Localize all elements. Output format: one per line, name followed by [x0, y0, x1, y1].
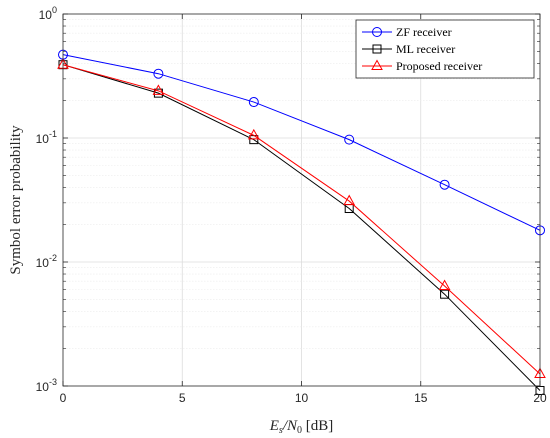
x-tick-label: 5 — [179, 391, 186, 405]
grid — [63, 14, 540, 386]
x-tick-label: 20 — [533, 391, 547, 405]
x-tick-label: 15 — [414, 391, 428, 405]
y-tick-label: 100 — [39, 5, 57, 22]
legend-label: ZF receiver — [396, 25, 452, 39]
y-axis-title: Symbol error probability — [8, 125, 24, 275]
circle-marker — [248, 97, 259, 108]
triangle-marker — [247, 128, 260, 140]
square-marker — [440, 289, 450, 299]
series-2 — [57, 58, 546, 378]
circle-marker — [344, 134, 355, 145]
tick-labels: 0 5 10 15 20 100 10-1 10-2 10-3 — [36, 5, 547, 405]
ticks — [62, 13, 541, 387]
legend-label: Proposed receiver — [396, 59, 482, 73]
circle-marker — [153, 68, 164, 79]
series-line — [62, 54, 541, 231]
x-axis-title: Es/N0 [dB] — [269, 418, 334, 436]
y-tick-label: 10-3 — [36, 377, 57, 394]
x-tick-label: 0 — [60, 391, 67, 405]
y-tick-label: 10-2 — [36, 253, 57, 270]
circle-marker — [439, 179, 450, 190]
x-tick-label: 10 — [295, 391, 309, 405]
triangle-marker — [371, 59, 383, 70]
legend-label: ML receiver — [396, 42, 455, 56]
legend: ZF receiver ML receiver Proposed receiver — [355, 19, 535, 79]
series-line — [62, 64, 541, 375]
triangle-marker — [152, 84, 165, 95]
series-line — [62, 64, 541, 391]
triangle-marker — [343, 194, 356, 206]
triangle-marker — [438, 279, 451, 291]
square-marker — [535, 385, 545, 395]
y-tick-label: 10-1 — [36, 129, 57, 146]
circle-marker — [372, 27, 382, 37]
square-marker — [372, 44, 382, 54]
